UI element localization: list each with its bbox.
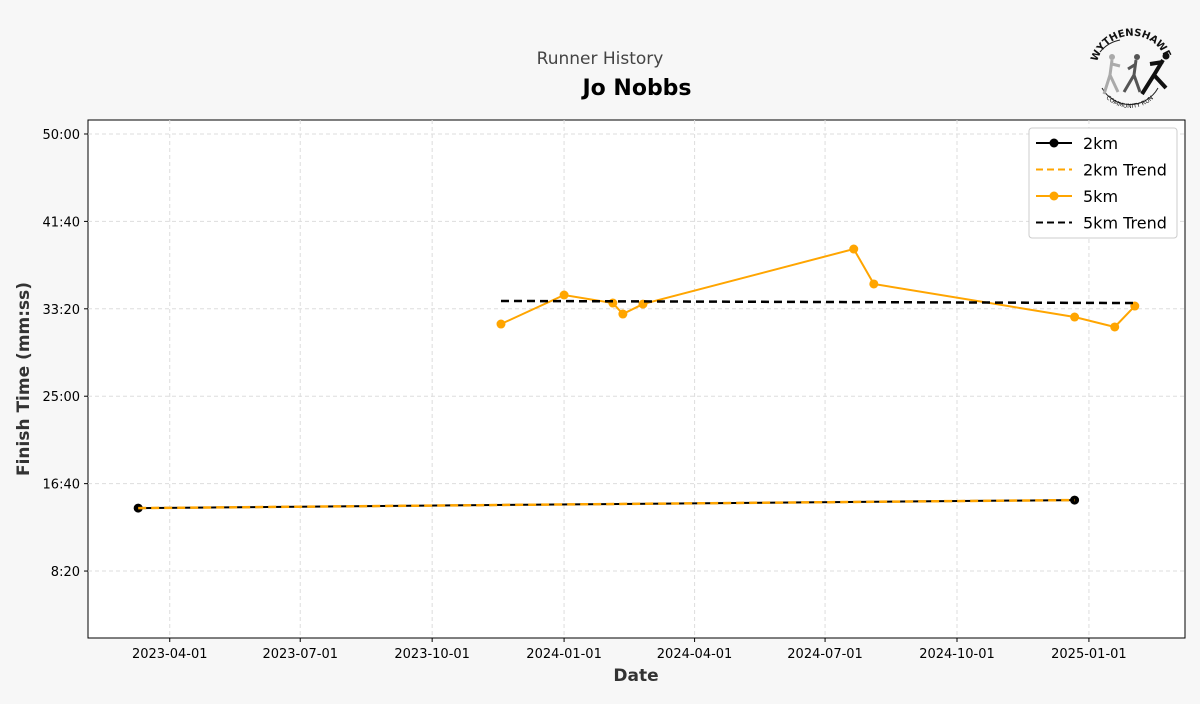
- legend-label-2km: 2km: [1083, 134, 1118, 153]
- x-tick-label: 2024-07-01: [787, 647, 863, 662]
- data-point-5km: [608, 298, 618, 308]
- svg-text:WYTHENSHAWE: WYTHENSHAWE: [1089, 27, 1172, 63]
- series-5km: [496, 244, 1140, 332]
- legend-label-5km: 5km: [1083, 187, 1118, 206]
- y-tick-label: 25:00: [43, 390, 80, 405]
- data-point-5km: [559, 290, 569, 300]
- data-point-5km: [869, 279, 879, 289]
- y-axis-label: Finish Time (mm:ss): [14, 282, 34, 476]
- x-tick-label: 2024-10-01: [919, 647, 995, 662]
- legend-marker-2km: [1049, 138, 1059, 148]
- data-point-5km: [618, 309, 628, 319]
- y-tick-label: 41:40: [43, 215, 80, 230]
- x-tick-label: 2024-04-01: [657, 647, 733, 662]
- series-line-5km: [500, 247, 1136, 329]
- y-tick-label: 8:20: [51, 565, 80, 580]
- chart-subtitle: Runner History: [537, 49, 664, 69]
- series-line-5km-trend: [500, 299, 1135, 305]
- x-tick-label: 2024-01-01: [526, 647, 602, 662]
- chart-title: Jo Nobbs: [580, 76, 691, 101]
- legend-label-5km-trend: 5km Trend: [1083, 214, 1167, 233]
- svg-text:COMMUNITY RUN: COMMUNITY RUN: [1105, 94, 1155, 110]
- data-point-5km: [1110, 322, 1120, 332]
- plot-area: [87, 119, 1186, 639]
- legend-marker-5km: [1049, 191, 1059, 201]
- x-tick-label: 2023-07-01: [262, 647, 338, 662]
- series-5km-trend: [500, 299, 1135, 305]
- data-point-5km: [1070, 312, 1080, 322]
- x-axis-label: Date: [613, 666, 658, 686]
- x-tick-label: 2023-04-01: [132, 647, 208, 662]
- x-tick-label: 2023-10-01: [394, 647, 470, 662]
- y-tick-label: 33:20: [43, 303, 80, 318]
- wythenshawe-logo: WYTHENSHAWE COMMUNITY RUN: [1089, 27, 1172, 109]
- data-point-5km: [849, 244, 859, 254]
- data-point-5km: [496, 319, 506, 329]
- chart-legend: 2km 2km Trend 5km 5km Trend: [1028, 127, 1178, 239]
- runner-figures-icon: [1102, 52, 1170, 96]
- data-point-2km: [133, 503, 143, 513]
- y-tick-label: 50:00: [43, 128, 80, 143]
- series-2km-trend: [138, 498, 1075, 510]
- legend-label-2km-trend: 2km Trend: [1083, 161, 1167, 180]
- series-line-2km-trend: [138, 498, 1075, 510]
- y-tick-label: 16:40: [43, 478, 80, 493]
- x-tick-label: 2025-01-01: [1051, 647, 1127, 662]
